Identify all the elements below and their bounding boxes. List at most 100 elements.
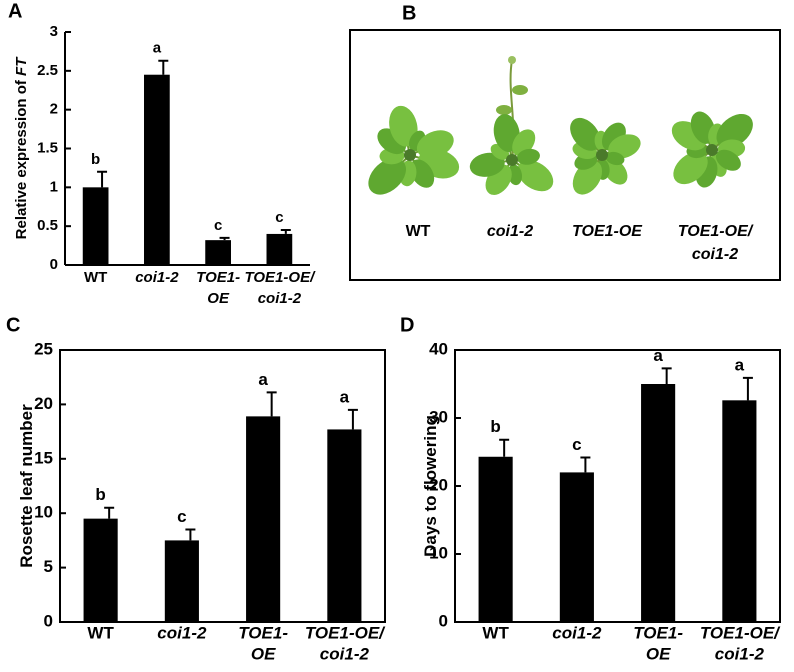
leaf: [496, 105, 512, 115]
x-tick-label: coi1-2: [258, 290, 302, 307]
bar: [205, 240, 231, 265]
leaf: [512, 85, 528, 95]
y-tick-label: 20: [34, 394, 53, 413]
y-tick-label: 10: [34, 503, 53, 522]
plot-frame: [59, 349, 386, 623]
bar: [82, 187, 109, 265]
error-bar: [266, 391, 277, 417]
leaf: [603, 158, 628, 185]
leaf: [368, 157, 406, 195]
x-tick-label: OE: [251, 644, 276, 663]
rosette-center: [706, 144, 718, 156]
bar: [144, 74, 170, 265]
y-axis-label: Relative expression of FT: [13, 56, 30, 240]
x-tick-label: TOE1-: [633, 623, 683, 642]
y-tick-label: 1: [50, 178, 58, 195]
y-axis-label-part: Rosette leaf number: [17, 404, 36, 568]
panel-label: D: [400, 314, 414, 336]
y-axis-label-part: Days to flowering: [421, 415, 440, 557]
photo-caption: WT: [406, 223, 431, 240]
leaf: [409, 159, 435, 188]
x-tick-label: coi1-2: [552, 623, 602, 642]
bar: [83, 518, 118, 622]
x-tick-label: OE: [207, 290, 230, 307]
x-tick-label: OE: [646, 644, 671, 663]
x-tick-label: TOE1-: [196, 269, 240, 286]
significance-letter: b: [490, 417, 500, 436]
significance-letter: a: [735, 355, 745, 374]
x-tick-label: TOE1-OE/: [305, 623, 386, 642]
error-bar: [219, 236, 230, 241]
x-tick-label: WT: [84, 269, 107, 286]
y-tick-label: 0.5: [37, 217, 58, 234]
rosette-center: [506, 154, 518, 166]
error-bar: [347, 408, 358, 430]
leaf: [605, 151, 625, 166]
significance-letter: b: [91, 151, 100, 168]
x-tick-label: coi1-2: [157, 623, 207, 642]
error-bar: [158, 59, 169, 75]
y-tick-label: 1.5: [37, 139, 58, 156]
y-tick-label: 30: [429, 407, 448, 426]
photo-frame: [349, 29, 781, 281]
x-tick-label: coi1-2: [715, 644, 765, 663]
y-axis-label-part: FT: [13, 56, 30, 76]
leaf: [570, 117, 601, 151]
leaf: [716, 113, 753, 148]
y-tick-label: 3: [50, 23, 58, 40]
error-bar: [280, 229, 291, 234]
y-axis-label: Days to flowering: [421, 415, 440, 557]
leaf: [416, 130, 454, 159]
x-tick-label: TOE1-OE/: [245, 269, 317, 286]
leaf: [469, 152, 505, 177]
y-tick-label: 25: [34, 339, 53, 358]
leaf: [517, 160, 554, 192]
bar: [164, 540, 199, 622]
photo-caption: TOE1-OE/: [678, 223, 754, 240]
x-tick-label: WT: [87, 623, 114, 642]
y-tick-label: 5: [44, 557, 53, 576]
photo-caption: coi1-2: [487, 223, 533, 240]
leaf: [389, 105, 418, 147]
x-tick-label: coi1-2: [320, 644, 370, 663]
y-tick-label: 15: [34, 448, 53, 467]
bud: [508, 56, 516, 64]
y-tick-label: 0: [439, 611, 448, 630]
bar: [327, 429, 362, 622]
photo-caption: TOE1-OE: [572, 223, 643, 240]
y-tick-label: 0: [44, 611, 53, 630]
panel-label: B: [402, 2, 416, 24]
photo-caption: coi1-2: [692, 246, 738, 263]
rosette-center: [596, 149, 608, 161]
y-tick-label: 40: [429, 339, 448, 358]
bar: [246, 416, 281, 622]
significance-letter: b: [95, 485, 105, 504]
y-tick-label: 10: [429, 543, 448, 562]
significance-letter: a: [258, 370, 268, 389]
y-tick-label: 2.5: [37, 62, 58, 79]
significance-letter: a: [153, 40, 162, 57]
bar: [478, 456, 513, 622]
bar: [722, 400, 757, 622]
y-tick-label: 0: [50, 256, 58, 273]
y-axis-label: Rosette leaf number: [17, 404, 36, 568]
x-tick-label: WT: [482, 623, 509, 642]
panel-label: C: [6, 314, 20, 336]
bar: [559, 472, 594, 622]
significance-letter: c: [572, 435, 581, 454]
error-bar: [97, 170, 108, 188]
error-bar: [104, 506, 115, 519]
error-bar: [580, 456, 591, 473]
significance-letter: a: [653, 346, 663, 365]
x-tick-label: coi1-2: [135, 269, 179, 286]
significance-letter: c: [275, 209, 283, 226]
error-bar: [742, 376, 753, 401]
leaf: [673, 151, 708, 185]
panel-label: A: [8, 0, 22, 22]
plant-photo: [368, 56, 753, 195]
leaf: [715, 149, 741, 171]
bar: [641, 384, 676, 622]
y-tick-label: 2: [50, 101, 58, 118]
error-bar: [499, 438, 510, 457]
